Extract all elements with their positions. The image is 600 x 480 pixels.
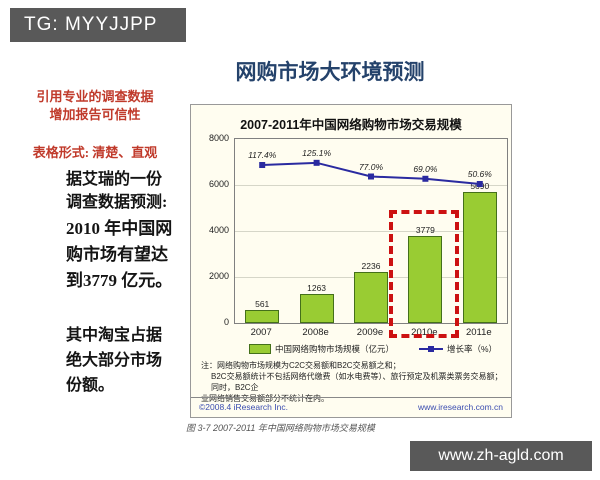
chart-footer-divider — [191, 397, 511, 398]
watermark-site-bar: www.zh-agld.com — [410, 441, 592, 471]
highlight-box-2010e — [389, 210, 460, 338]
growth-rate-label: 125.1% — [302, 147, 332, 158]
bar-value-label: 5690 — [470, 181, 490, 192]
legend-line-label: 增长率（%） — [447, 344, 498, 354]
annotation-black-2-line1: 2010 年中国网 — [66, 219, 173, 238]
annotation-black-3-line1: 其中淘宝占据 — [66, 327, 163, 344]
x-axis-label-2010e: 2010e — [411, 327, 438, 338]
gridline — [235, 185, 507, 186]
page-title: 网购市场大环境预测 — [235, 60, 425, 84]
bar-2007 — [245, 310, 280, 323]
bar-2009e — [354, 271, 388, 323]
annotation-black-3-line3: 份额。 — [66, 377, 115, 394]
annotation-black-3-line2: 绝大部分市场 — [66, 352, 163, 369]
annotation-black-1: 据艾瑞的一份 调查数据预测: — [66, 168, 167, 214]
chart-legend: 中国网络购物市场规模（亿元） 增长率（%） — [191, 343, 511, 357]
x-axis-label-2011e: 2011e — [465, 327, 492, 338]
annotation-black-1-line2: 调查数据预测: — [66, 194, 168, 211]
chart-card: 2007-2011年中国网络购物市场交易规模 561 1263 2236 3779 56… — [190, 104, 512, 418]
annotation-red-1-line1: 引用专业的调查数据 — [36, 89, 154, 104]
plot-area: 561 1263 2236 3779 5690 117.4% 125.1% 77.0% 69.0… — [234, 138, 508, 324]
y-axis-tick: 2000 — [208, 271, 229, 281]
bar-value-label: 561 — [255, 299, 270, 310]
growth-rate-label: 117.4% — [248, 150, 277, 160]
figure-caption: 图 3-7 2007-2011 年中国网络购物市场交易规模 — [186, 423, 375, 433]
gridline — [235, 231, 507, 232]
bar-2010e — [408, 236, 443, 323]
bar-2008e — [299, 293, 334, 323]
growth-rate-label: 77.0% — [358, 161, 384, 172]
annotation-red-1: 引用专业的调查数据 增加报告可信性 — [8, 88, 182, 124]
chart-source-url: www.iresearch.com.cn — [417, 402, 503, 412]
line-marker — [368, 173, 374, 180]
chart-source: ©2008.4 iResearch Inc. — [199, 402, 288, 412]
legend-item-line: 增长率（%） — [419, 343, 497, 355]
tg-badge: TG: MYYJJPP — [10, 8, 186, 42]
bar-value-label: 2236 — [361, 260, 381, 271]
legend-item-bar: 中国网络购物市场规模（亿元） — [249, 343, 394, 355]
chart-title: 2007-2011年中国网络购物市场交易规模 — [240, 118, 462, 132]
chart-note-line1: 注：网络购物市场规模为C2C交易额和B2C交易额之和； — [201, 361, 401, 370]
growth-rate-label: 50.6% — [467, 169, 492, 179]
line-marker — [313, 159, 320, 166]
line-marker — [422, 175, 429, 182]
annotation-black-2: 2010 年中国网 购市场有望达 到3779 亿元。 — [66, 216, 172, 294]
chart-note-line3: 业网络销售交易额部分不统计在内。 — [201, 394, 329, 403]
annotation-black-3: 其中淘宝占据 绝大部分市场 份额。 — [66, 323, 162, 398]
annotation-black-2-line3: 到3779 亿元。 — [66, 271, 173, 290]
chart-note-line2: B2C交易额统计不包括网络代缴费（如水电费等）、旅行预定及机票类票务交易额；同时… — [211, 372, 503, 392]
chart-note: 注：网络购物市场规模为C2C交易额和B2C交易额之和； B2C交易额统计不包括网… — [201, 360, 505, 404]
legend-bar-swatch — [249, 344, 271, 354]
annotation-black-1-line1: 据艾瑞的一份 — [66, 171, 163, 188]
y-axis-tick: 8000 — [208, 133, 229, 143]
legend-bar-label: 中国网络购物市场规模（亿元） — [275, 344, 395, 354]
annotation-black-2-line2: 购市场有望达 — [66, 245, 168, 264]
growth-rate-label: 69.0% — [413, 163, 438, 174]
annotation-red-2: 表格形式: 清楚、直观 — [32, 145, 158, 160]
y-axis-tick: 6000 — [208, 179, 229, 189]
line-marker — [259, 162, 266, 169]
x-axis-label-2008e: 2008e — [302, 327, 329, 338]
legend-line-swatch — [419, 346, 443, 352]
x-axis-label-2009e: 2009e — [356, 327, 384, 338]
annotation-red-1-line2: 增加报告可信性 — [49, 107, 141, 122]
bar-value-label: 1263 — [307, 282, 327, 293]
x-axis-label-2007: 2007 — [250, 327, 272, 338]
bar-2011e — [462, 192, 497, 323]
y-axis-tick: 0 — [223, 317, 229, 327]
bar-value-label: 3779 — [415, 225, 435, 236]
y-axis-tick: 4000 — [208, 225, 229, 235]
